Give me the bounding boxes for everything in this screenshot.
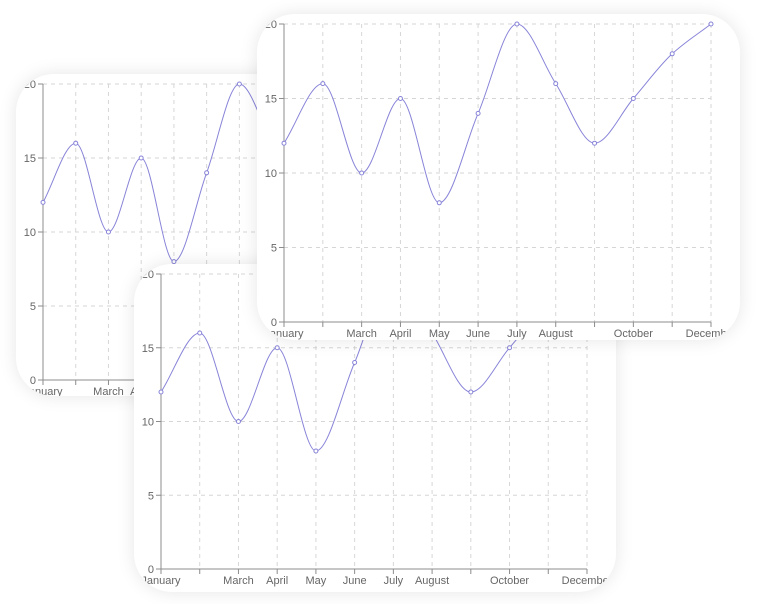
data-point[interactable] (158, 389, 164, 395)
data-point[interactable] (274, 345, 280, 351)
x-tick-label: October (490, 575, 529, 587)
x-tick-label: March (93, 386, 124, 396)
grid-lines (284, 23, 712, 322)
y-tick-label: 0 (148, 564, 154, 576)
y-tick-label: 15 (142, 343, 154, 355)
y-tick-label: 0 (30, 375, 36, 387)
data-point[interactable] (236, 81, 242, 87)
y-tick-label: 20 (265, 19, 277, 31)
y-tick-label: 5 (271, 243, 277, 255)
data-point[interactable] (197, 330, 203, 336)
data-point[interactable] (630, 96, 636, 101)
data-point[interactable] (475, 110, 481, 116)
data-point[interactable] (507, 345, 513, 351)
x-tick-label: January (264, 328, 304, 340)
x-tick-label: March (346, 328, 377, 340)
x-tick-label: May (429, 328, 450, 340)
y-tick-label: 5 (30, 301, 36, 313)
x-tick-label: May (306, 575, 327, 587)
data-point[interactable] (514, 21, 520, 27)
x-tick-label: January (141, 575, 181, 587)
data-point[interactable] (313, 448, 319, 454)
y-tick-label: 20 (142, 269, 154, 281)
x-tick-label: April (266, 575, 288, 587)
x-tick-label: June (466, 328, 490, 340)
x-tick-label: December (686, 328, 737, 340)
data-point[interactable] (138, 155, 144, 161)
x-tick-label: July (384, 575, 404, 587)
data-point[interactable] (320, 81, 326, 87)
y-tick-label: 5 (148, 490, 154, 502)
data-point[interactable] (40, 199, 46, 205)
data-point[interactable] (352, 360, 358, 365)
y-tick-label: 10 (24, 227, 36, 239)
x-tick-label: August (415, 575, 449, 587)
data-point[interactable] (73, 140, 79, 146)
data-point[interactable] (553, 81, 559, 87)
y-tick-label: 20 (24, 79, 36, 91)
x-tick-label: October (614, 328, 653, 340)
x-tick-label: December (562, 575, 613, 587)
data-point[interactable] (204, 170, 210, 176)
y-tick-label: 0 (271, 317, 277, 329)
data-point[interactable] (235, 419, 241, 424)
data-point[interactable] (171, 259, 177, 265)
line-chart-3: 0 5 10 15 20 January March April May June July Augu… (264, 19, 737, 340)
x-tick-label: March (223, 575, 254, 587)
data-point[interactable] (669, 51, 675, 57)
chart-card-3: 0 5 10 15 20 January March April May June July Augu… (257, 14, 740, 340)
y-tick-label: 10 (142, 417, 154, 429)
x-tick-label: August (539, 328, 573, 340)
data-point[interactable] (592, 140, 598, 146)
x-tick-label: July (507, 328, 527, 340)
data-point[interactable] (105, 229, 111, 235)
data-point[interactable] (436, 200, 442, 206)
data-point[interactable] (708, 21, 714, 27)
data-point[interactable] (281, 140, 287, 146)
y-tick-label: 10 (265, 168, 277, 180)
data-point[interactable] (397, 96, 403, 101)
data-point[interactable] (359, 170, 365, 176)
series-line (283, 23, 712, 204)
x-tick-label: June (343, 575, 367, 587)
x-tick-label: January (23, 386, 63, 396)
y-tick-label: 15 (24, 153, 36, 165)
data-point[interactable] (468, 389, 474, 395)
y-tick-label: 15 (265, 94, 277, 106)
x-tick-label: April (389, 328, 411, 340)
